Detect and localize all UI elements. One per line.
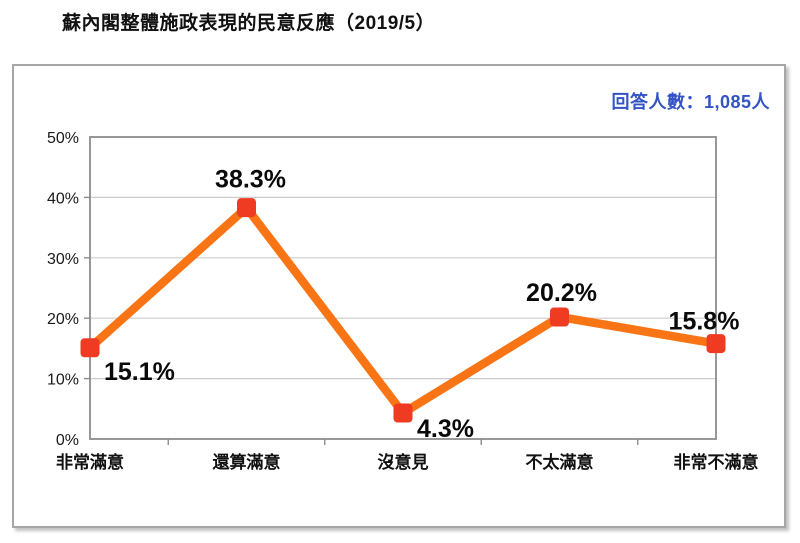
plot-border	[89, 136, 717, 440]
x-axis-category-label: 不太滿意	[526, 452, 594, 472]
data-point-label: 15.1%	[104, 358, 175, 386]
y-axis-tick-label: 40%	[47, 190, 79, 207]
y-axis-tick-label: 10%	[47, 372, 79, 389]
data-point-label: 15.8%	[669, 308, 740, 336]
data-point-marker	[237, 198, 256, 218]
data-point-marker	[550, 307, 569, 327]
data-point-marker	[393, 403, 413, 423]
x-axis-category-label: 還算滿意	[213, 452, 281, 472]
x-axis-category-label: 非常滿意	[56, 452, 124, 472]
y-axis-tick-label: 30%	[47, 251, 79, 268]
data-line	[85, 203, 721, 418]
y-axis-tick-label: 20%	[47, 311, 79, 328]
line-chart: 0% 10% 20% 30% 40% 50% 非常滿意 還算滿意 沒意見 不太滿意 非常不滿意 15.…	[47, 130, 759, 472]
data-point-label: 38.3%	[215, 166, 286, 194]
y-axis-tick-label: 50%	[47, 130, 79, 147]
respondent-count-label: 回答人數：1,085人	[611, 92, 770, 112]
y-axis-tick-label: 0%	[56, 432, 79, 449]
data-point-label: 4.3%	[417, 415, 474, 443]
data-point-marker	[706, 334, 726, 354]
x-axis-category-label: 非常不滿意	[674, 452, 759, 472]
data-point-label: 20.2%	[526, 279, 597, 307]
x-axis-category-label: 沒意見	[378, 452, 429, 472]
data-point-marker	[80, 338, 100, 358]
chart-frame: 回答人數：1,085人 0% 10% 20% 30% 40% 50% 非常滿意 還算滿意 沒意見…	[12, 64, 786, 528]
page-title: 蘇內閣整體施政表現的民意反應（2019/5）	[62, 13, 436, 34]
